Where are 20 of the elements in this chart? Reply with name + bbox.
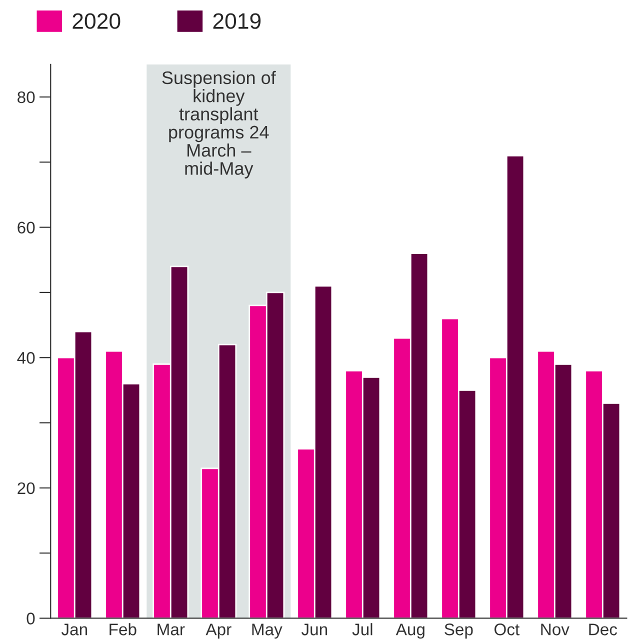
x-tick-label: May [252,624,282,639]
x-tick-label: Aug [396,624,424,639]
y-tick-label: 80 [18,91,35,104]
x-tick-label: Mar [158,624,185,636]
x-tick-label: Apr [206,624,232,639]
x-tick-label: Nov [541,624,570,636]
legend-label: 2019 [213,13,261,29]
x-tick-label: Jul [352,623,372,636]
x-tick-label: Oct [494,624,520,636]
y-tick-label: 20 [18,482,35,494]
x-tick-label: Sep [444,624,473,639]
y-tick-label: 60 [18,222,35,234]
x-tick-label: Dec [589,624,618,636]
legend-label: 2020 [72,13,120,29]
x-tick-label: Jun [301,624,328,636]
y-tick-label: 0 [26,612,35,624]
band-label: Suspension of kidney transplant programs 24 March – mid-May [162,70,276,178]
x-tick-label: Jan [61,624,87,636]
x-tick-label: Feb [110,623,136,636]
y-tick-label: 40 [17,352,35,364]
